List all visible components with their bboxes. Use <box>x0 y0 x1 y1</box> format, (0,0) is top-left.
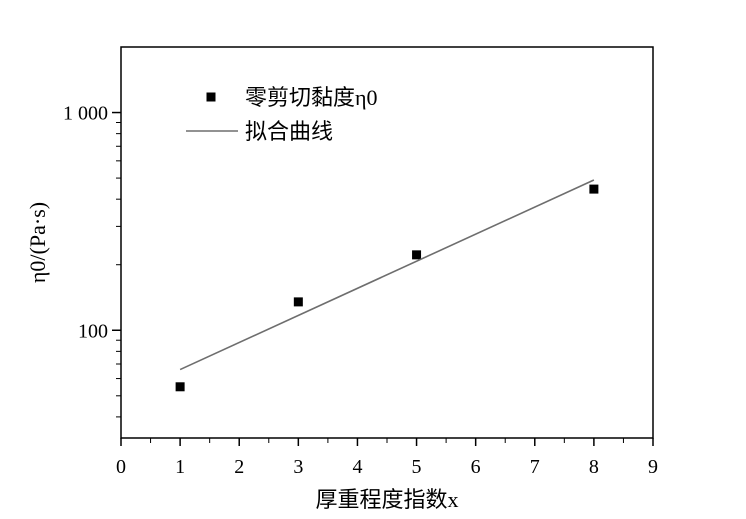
y-tick-label: 100 <box>78 320 108 342</box>
y-tick-label: 1 000 <box>63 103 108 125</box>
x-tick-label: 9 <box>648 456 658 478</box>
x-tick-label: 0 <box>116 456 126 478</box>
legend: 零剪切黏度η0 拟合曲线 <box>186 85 378 144</box>
x-tick-label: 7 <box>530 456 540 478</box>
x-tick-label: 2 <box>234 456 244 478</box>
x-tick-label: 6 <box>471 456 481 478</box>
data-point <box>175 382 185 392</box>
x-tick-label: 3 <box>293 456 303 478</box>
chart-marks <box>175 179 599 392</box>
legend-marker-scatter <box>206 92 216 102</box>
x-tick-label: 8 <box>589 456 599 478</box>
x-tick-label: 5 <box>412 456 422 478</box>
x-tick-label: 1 <box>175 456 185 478</box>
data-point <box>412 250 422 260</box>
data-point <box>589 184 599 194</box>
legend-label-scatter: 零剪切黏度η0 <box>245 85 378 110</box>
y-axis-title: η0/(Pa·s) <box>25 202 50 283</box>
legend-label-line: 拟合曲线 <box>245 119 333 144</box>
chart-axes: 0 1 2 3 4 5 6 7 8 9 100 1 000 <box>63 103 658 478</box>
data-point <box>293 297 303 307</box>
x-tick-label: 4 <box>352 456 362 478</box>
plot-frame <box>120 46 654 439</box>
fit-line <box>179 179 595 371</box>
x-axis-title: 厚重程度指数x <box>315 487 458 512</box>
